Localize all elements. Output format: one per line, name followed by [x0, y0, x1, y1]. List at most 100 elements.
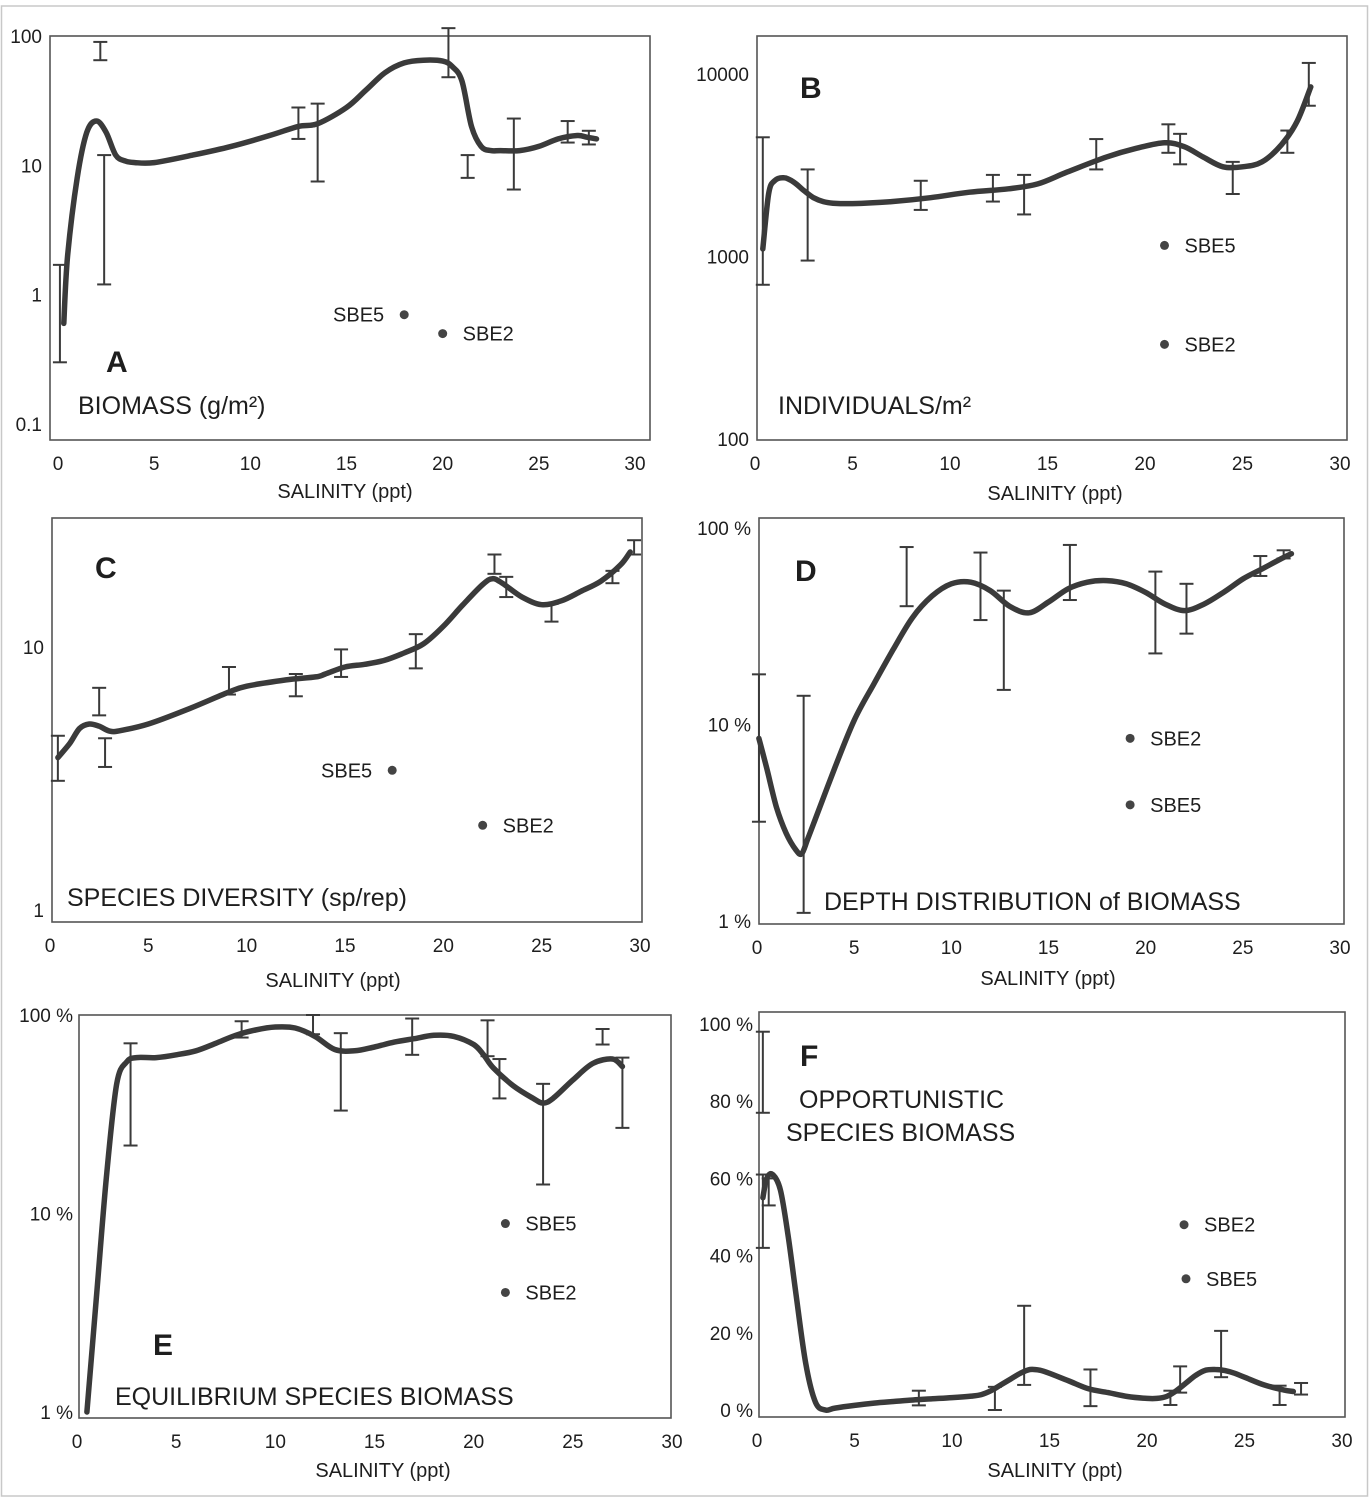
- data-point-sbe2: [1179, 1220, 1189, 1230]
- x-tick-label: 10: [236, 936, 257, 957]
- error-bar: [615, 1056, 630, 1129]
- x-tick-label: 15: [364, 1432, 385, 1453]
- series-curve: [84, 1024, 626, 1415]
- data-point-sbe5: [500, 1219, 510, 1229]
- y-tick-label: 1: [33, 901, 44, 922]
- error-bar: [93, 40, 108, 62]
- y-tick-label: 10: [23, 638, 44, 659]
- x-tick-label: 0: [750, 454, 761, 475]
- x-tick-label: 30: [1329, 938, 1350, 959]
- x-tick-label: 10: [939, 454, 960, 475]
- data-point-label: SBE2: [1150, 728, 1201, 750]
- x-tick-label: 25: [1232, 454, 1253, 475]
- error-bar: [796, 694, 811, 914]
- chart-title-line: OPPORTUNISTIC: [799, 1086, 1004, 1114]
- x-tick-label: 5: [849, 938, 860, 959]
- x-tick-label: 20: [1136, 1431, 1157, 1452]
- panel-letter: B: [800, 72, 822, 105]
- data-point-label: SBE5: [1206, 1269, 1257, 1291]
- plot-frame: [51, 517, 643, 923]
- x-axis-label: SALINITY (ppt): [987, 1460, 1122, 1482]
- x-tick-label: 15: [1039, 1431, 1060, 1452]
- y-tick-label: 10: [21, 156, 42, 177]
- x-tick-label: 20: [1135, 938, 1156, 959]
- error-bar: [334, 648, 349, 678]
- x-tick-label: 0: [752, 938, 763, 959]
- y-tick-label: 100: [10, 27, 42, 48]
- error-bar: [1089, 138, 1104, 171]
- panel-letter: E: [153, 1329, 173, 1362]
- y-tick-label: 100 %: [19, 1006, 73, 1027]
- data-point-sbe5: [387, 765, 397, 775]
- data-point-label: SBE2: [1204, 1215, 1255, 1237]
- x-tick-label: 5: [849, 1431, 860, 1452]
- y-tick-label: 100 %: [697, 519, 751, 540]
- x-tick-label: 25: [1234, 1431, 1255, 1452]
- x-tick-label: 25: [531, 936, 552, 957]
- error-bar: [291, 106, 306, 140]
- x-tick-label: 10: [941, 938, 962, 959]
- error-bar: [441, 27, 456, 79]
- x-tick-label: 15: [336, 454, 357, 475]
- panel-d: 0 5 10 15 20 25 30 1 % 10 % 100 % SALINITY (ppt) D D…: [697, 517, 1351, 990]
- data-point-sbe2: [1160, 339, 1169, 349]
- panel-letter: F: [800, 1040, 818, 1073]
- plot-frame: [758, 517, 1345, 925]
- y-tick-label: 1 %: [40, 1403, 73, 1424]
- plot-frame: [756, 35, 1348, 441]
- x-tick-label: 30: [624, 454, 645, 475]
- error-bar: [97, 154, 112, 286]
- error-bar: [1173, 132, 1188, 166]
- x-tick-label: 5: [847, 454, 858, 475]
- y-tick-label: 100 %: [699, 1015, 753, 1036]
- x-tick-label: 15: [1038, 938, 1059, 959]
- error-bar: [996, 589, 1011, 691]
- figure-border: [0, 5, 1369, 1497]
- x-tick-label: 0: [752, 1431, 763, 1452]
- data-point-label: SBE2: [463, 324, 514, 346]
- x-tick-label: 10: [240, 454, 261, 475]
- x-tick-label: 20: [433, 936, 454, 957]
- error-bar: [333, 1032, 348, 1112]
- data-point-label: SBE5: [1150, 795, 1201, 817]
- error-bar: [1017, 173, 1032, 216]
- x-tick-label: 5: [143, 936, 154, 957]
- x-axis-label: SALINITY (ppt): [987, 483, 1122, 505]
- data-point-sbe5: [1125, 800, 1135, 810]
- data-point-sbe2: [500, 1287, 510, 1297]
- x-tick-label: 30: [629, 936, 650, 957]
- chart-title: DEPTH DISTRIBUTION of BIOMASS: [824, 888, 1241, 916]
- x-tick-label: 0: [53, 454, 64, 475]
- data-point-label: SBE2: [503, 815, 554, 837]
- data-point-label: SBE5: [333, 305, 384, 327]
- error-bar: [92, 686, 107, 717]
- panel-letter: C: [95, 552, 117, 585]
- y-tick-label: 20 %: [710, 1324, 753, 1345]
- y-tick-label: 10 %: [708, 716, 751, 737]
- x-tick-label: 25: [1232, 938, 1253, 959]
- chart-title: INDIVIDUALS/m²: [778, 392, 971, 420]
- plot-frame: [78, 1014, 672, 1419]
- x-tick-label: 20: [432, 454, 453, 475]
- y-tick-label: 80 %: [710, 1092, 753, 1113]
- x-tick-label: 0: [72, 1432, 83, 1453]
- x-axis-label: SALINITY (ppt): [980, 968, 1115, 990]
- data-point-label: SBE2: [525, 1282, 576, 1304]
- error-bar: [899, 546, 914, 608]
- x-tick-label: 30: [661, 1432, 682, 1453]
- plot-frame: [758, 1011, 1346, 1418]
- data-point-sbe5: [1160, 240, 1169, 250]
- data-point-label: SBE5: [321, 760, 372, 782]
- error-bar: [460, 154, 475, 179]
- y-tick-label: 0 %: [720, 1401, 753, 1422]
- error-bar: [98, 737, 113, 768]
- x-tick-label: 20: [1134, 454, 1155, 475]
- panel-a: 0 5 10 15 20 25 30 0.1 1 10 100 SALINITY (ppt) A BIOM…: [10, 27, 651, 503]
- plot-frame: [49, 35, 651, 441]
- y-tick-label: 40 %: [710, 1247, 753, 1268]
- data-point-sbe2: [1125, 733, 1135, 743]
- panel-e: 0 5 10 15 20 25 30 1 % 10 % 100 % SALINITY (ppt) EE…: [19, 1006, 682, 1482]
- y-tick-label: 100: [717, 430, 749, 451]
- x-tick-label: 20: [463, 1432, 484, 1453]
